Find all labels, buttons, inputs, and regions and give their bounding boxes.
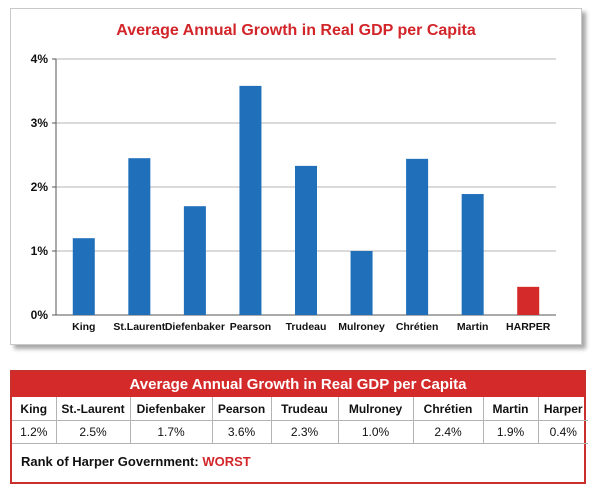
rank-value: WORST <box>202 454 251 469</box>
x-tick-label: Pearson <box>230 321 271 333</box>
y-tick-label: 4% <box>31 52 49 66</box>
x-tick-label: Diefenbaker <box>165 321 225 333</box>
bar-harper <box>517 286 540 315</box>
header-cell: Pearson <box>211 397 272 421</box>
bar-pearson <box>239 85 262 315</box>
bar-king <box>72 238 95 315</box>
chart-panel: Average Annual Growth in Real GDP per Ca… <box>10 8 582 345</box>
x-tick-label: St.Laurent <box>113 321 165 333</box>
table-header-row: King St.-Laurent Diefenbaker Pearson Tru… <box>12 397 588 421</box>
rank-label: Rank of Harper Government: <box>21 454 199 469</box>
value-cell: 2.3% <box>270 420 339 444</box>
header-cell: King <box>12 397 57 421</box>
value-cell: 1.2% <box>12 420 57 444</box>
value-cell: 2.5% <box>55 420 131 444</box>
header-cell: Mulroney <box>337 397 414 421</box>
value-cell: 0.4% <box>537 420 588 444</box>
table-title: Average Annual Growth in Real GDP per Ca… <box>12 372 584 397</box>
x-tick-label: HARPER <box>506 321 551 333</box>
value-cell: 3.6% <box>211 420 272 444</box>
bar-diefenbaker <box>183 206 206 315</box>
header-cell: Harper <box>537 397 588 421</box>
x-tick-label: King <box>72 321 95 333</box>
y-tick-label: 2% <box>31 180 49 194</box>
growth-table: King St.-Laurent Diefenbaker Pearson Tru… <box>12 397 588 444</box>
summary-table-panel: Average Annual Growth in Real GDP per Ca… <box>10 370 588 484</box>
bar-martin <box>461 194 484 315</box>
bar-chart: 0% 1% 2% 3% 4% King St.Laurent Diefenbaker Pears… <box>31 52 556 333</box>
value-cell: 2.4% <box>412 420 484 444</box>
x-tick-label: Martin <box>457 321 489 333</box>
header-cell: Diefenbaker <box>129 397 213 421</box>
header-cell: Martin <box>482 397 539 421</box>
bar-mulroney <box>350 251 373 315</box>
x-tick-label: Trudeau <box>286 321 327 333</box>
y-tick-label: 1% <box>31 244 49 258</box>
bar-stlaurent <box>128 158 151 315</box>
header-cell: Trudeau <box>270 397 339 421</box>
bar-trudeau <box>295 165 317 315</box>
x-tick-label: Mulroney <box>338 321 385 333</box>
header-cell: Chrétien <box>412 397 484 421</box>
value-cell: 1.9% <box>482 420 539 444</box>
bar-chrtien <box>406 158 429 315</box>
header-cell: St.-Laurent <box>55 397 131 421</box>
y-tick-label: 3% <box>31 116 49 130</box>
chart-title: Average Annual Growth in Real GDP per Ca… <box>116 22 476 39</box>
table-value-row: 1.2% 2.5% 1.7% 3.6% 2.3% 1.0% 2.4% 1.9% … <box>12 420 588 444</box>
value-cell: 1.7% <box>129 420 213 444</box>
value-cell: 1.0% <box>337 420 414 444</box>
rank-row: Rank of Harper Government: WORST <box>12 444 584 480</box>
x-tick-label: Chrétien <box>396 321 439 333</box>
y-tick-label: 0% <box>31 308 49 322</box>
